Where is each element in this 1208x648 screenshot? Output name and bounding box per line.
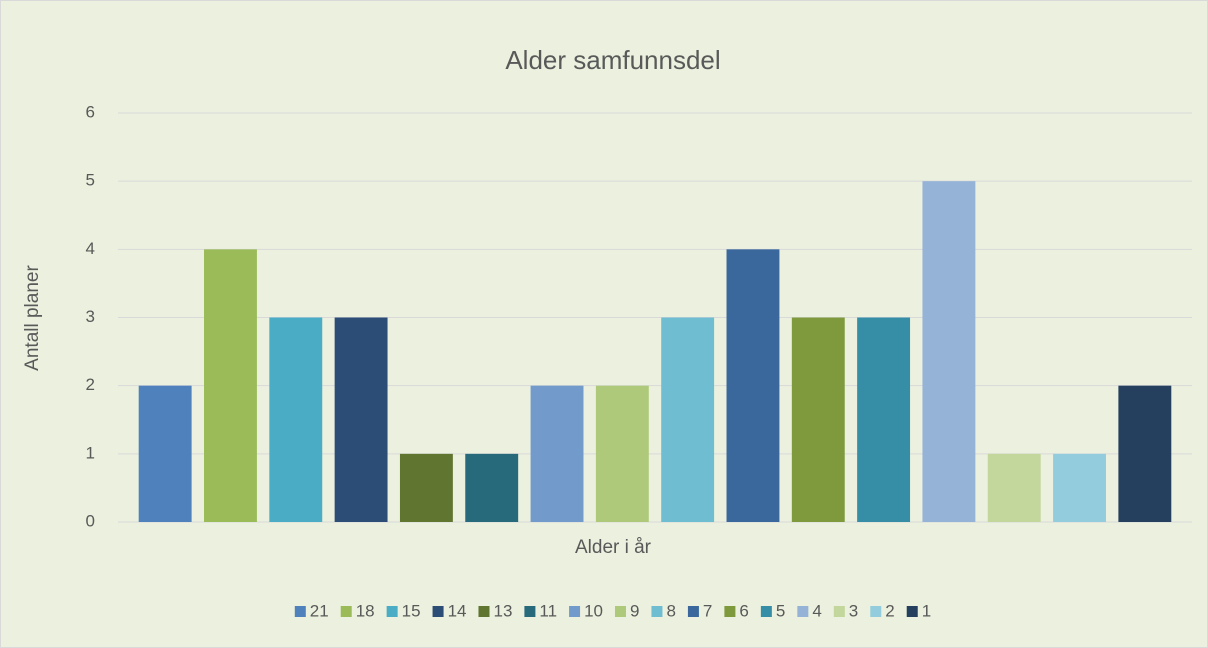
y-tick-label: 3 xyxy=(86,307,95,326)
legend-label: 1 xyxy=(922,601,931,620)
legend-swatch xyxy=(524,606,536,617)
bar xyxy=(922,181,976,522)
bar xyxy=(726,249,780,523)
chart-title: Alder samfunnsdel xyxy=(505,45,720,75)
bar xyxy=(1118,385,1172,522)
legend-label: 14 xyxy=(448,601,467,620)
legend-swatch xyxy=(569,606,581,617)
bar xyxy=(465,453,519,522)
legend-label: 5 xyxy=(776,601,785,620)
y-tick-label: 2 xyxy=(86,375,95,394)
legend-label: 4 xyxy=(812,601,821,620)
legend-label: 3 xyxy=(849,601,858,620)
y-tick-label: 4 xyxy=(86,239,95,258)
bar xyxy=(1053,453,1106,522)
bar xyxy=(530,385,584,522)
legend-label: 2 xyxy=(885,601,894,620)
bar xyxy=(204,249,257,523)
legend-swatch xyxy=(478,606,490,617)
legend-label: 9 xyxy=(630,601,639,620)
legend-swatch xyxy=(724,606,736,617)
bar xyxy=(595,385,649,522)
legend-swatch xyxy=(870,606,882,617)
bar xyxy=(857,317,911,522)
legend-swatch xyxy=(833,606,845,617)
legend-label: 11 xyxy=(539,601,557,620)
legend-label: 15 xyxy=(402,601,421,620)
legend-label: 10 xyxy=(584,601,603,620)
legend-label: 18 xyxy=(356,601,375,620)
legend-swatch xyxy=(386,606,398,617)
x-axis-title: Alder i år xyxy=(575,537,652,558)
bar xyxy=(987,453,1041,522)
legend-label: 8 xyxy=(666,601,675,620)
bar xyxy=(334,317,388,522)
y-tick-label: 5 xyxy=(86,171,95,190)
legend-swatch xyxy=(797,606,809,617)
y-axis-title: Antall planer xyxy=(22,265,43,371)
bar xyxy=(399,453,453,522)
bar xyxy=(661,317,715,522)
y-tick-label: 0 xyxy=(86,511,95,530)
bar xyxy=(269,317,323,522)
bar xyxy=(791,317,845,522)
legend-swatch xyxy=(906,606,918,617)
legend-swatch xyxy=(687,606,699,617)
legend-label: 7 xyxy=(703,601,712,620)
legend-label: 13 xyxy=(493,601,512,620)
y-tick-label: 6 xyxy=(86,102,95,121)
legend-swatch xyxy=(340,606,352,617)
legend-swatch xyxy=(651,606,663,617)
bar xyxy=(138,385,192,522)
legend-swatch xyxy=(760,606,772,617)
legend-swatch xyxy=(614,606,626,617)
legend-label: 21 xyxy=(310,601,329,620)
legend-label: 6 xyxy=(739,601,748,620)
legend-swatch xyxy=(294,606,306,617)
legend-swatch xyxy=(432,606,444,617)
y-tick-label: 1 xyxy=(86,443,95,462)
